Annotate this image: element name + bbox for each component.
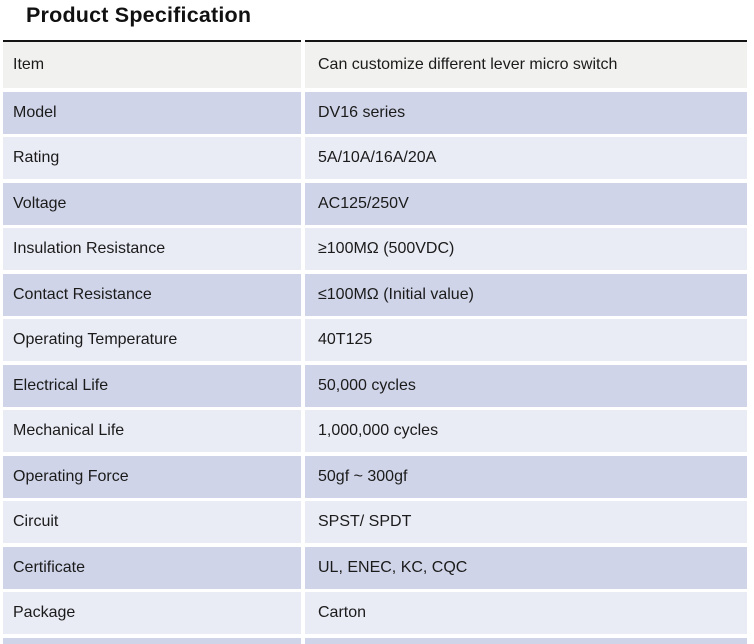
spec-value: 50gf ~ 300gf: [305, 455, 747, 498]
spec-row-operating-force: Operating Force 50gf ~ 300gf: [3, 455, 747, 498]
spec-value: AC125/250V: [305, 182, 747, 225]
spec-label: Operating Temperature: [3, 319, 301, 361]
spec-row-item: Item Can customize different lever micro…: [3, 42, 747, 88]
spec-row-circuit: Circuit SPST/ SPDT: [3, 501, 747, 543]
spec-label: Circuit: [3, 501, 301, 543]
spec-value: [305, 637, 747, 644]
spec-label: Package: [3, 592, 301, 634]
spec-row-model: Model DV16 series: [3, 91, 747, 134]
top-rule-left-segment: [3, 40, 301, 42]
spec-row-rating: Rating 5A/10A/16A/20A: [3, 137, 747, 179]
spec-table: Item Can customize different lever micro…: [3, 40, 747, 644]
page-title: Product Specification: [26, 3, 252, 27]
spec-row-package: Package Carton: [3, 592, 747, 634]
spec-value: 40T125: [305, 319, 747, 361]
spec-label: Voltage: [3, 182, 301, 225]
spec-label: Operating Force: [3, 455, 301, 498]
spec-value: Can customize different lever micro swit…: [305, 42, 747, 88]
spec-label: Item: [3, 42, 301, 88]
spec-row-mechanical-life: Mechanical Life 1,000,000 cycles: [3, 410, 747, 452]
spec-row-voltage: Voltage AC125/250V: [3, 182, 747, 225]
spec-label: [3, 637, 301, 644]
spec-value: SPST/ SPDT: [305, 501, 747, 543]
spec-label: Insulation Resistance: [3, 228, 301, 270]
spec-row-contact-resistance: Contact Resistance ≤100MΩ (Initial value…: [3, 273, 747, 316]
spec-value: UL, ENEC, KC, CQC: [305, 546, 747, 589]
spec-row-electrical-life: Electrical Life 50,000 cycles: [3, 364, 747, 407]
spec-value: DV16 series: [305, 91, 747, 134]
spec-label: Electrical Life: [3, 364, 301, 407]
spec-row-certificate: Certificate UL, ENEC, KC, CQC: [3, 546, 747, 589]
spec-label: Certificate: [3, 546, 301, 589]
spec-value: 1,000,000 cycles: [305, 410, 747, 452]
spec-value: ≤100MΩ (Initial value): [305, 273, 747, 316]
spec-label: Contact Resistance: [3, 273, 301, 316]
spec-row-insulation-resistance: Insulation Resistance ≥100MΩ (500VDC): [3, 228, 747, 270]
spec-value: 5A/10A/16A/20A: [305, 137, 747, 179]
spec-row-partial-clipped: [3, 637, 747, 644]
spec-label: Mechanical Life: [3, 410, 301, 452]
spec-label: Model: [3, 91, 301, 134]
spec-value: ≥100MΩ (500VDC): [305, 228, 747, 270]
spec-row-operating-temperature: Operating Temperature 40T125: [3, 319, 747, 361]
spec-value: 50,000 cycles: [305, 364, 747, 407]
table-top-rule: [3, 40, 747, 42]
spec-value: Carton: [305, 592, 747, 634]
spec-label: Rating: [3, 137, 301, 179]
top-rule-right-segment: [305, 40, 747, 42]
